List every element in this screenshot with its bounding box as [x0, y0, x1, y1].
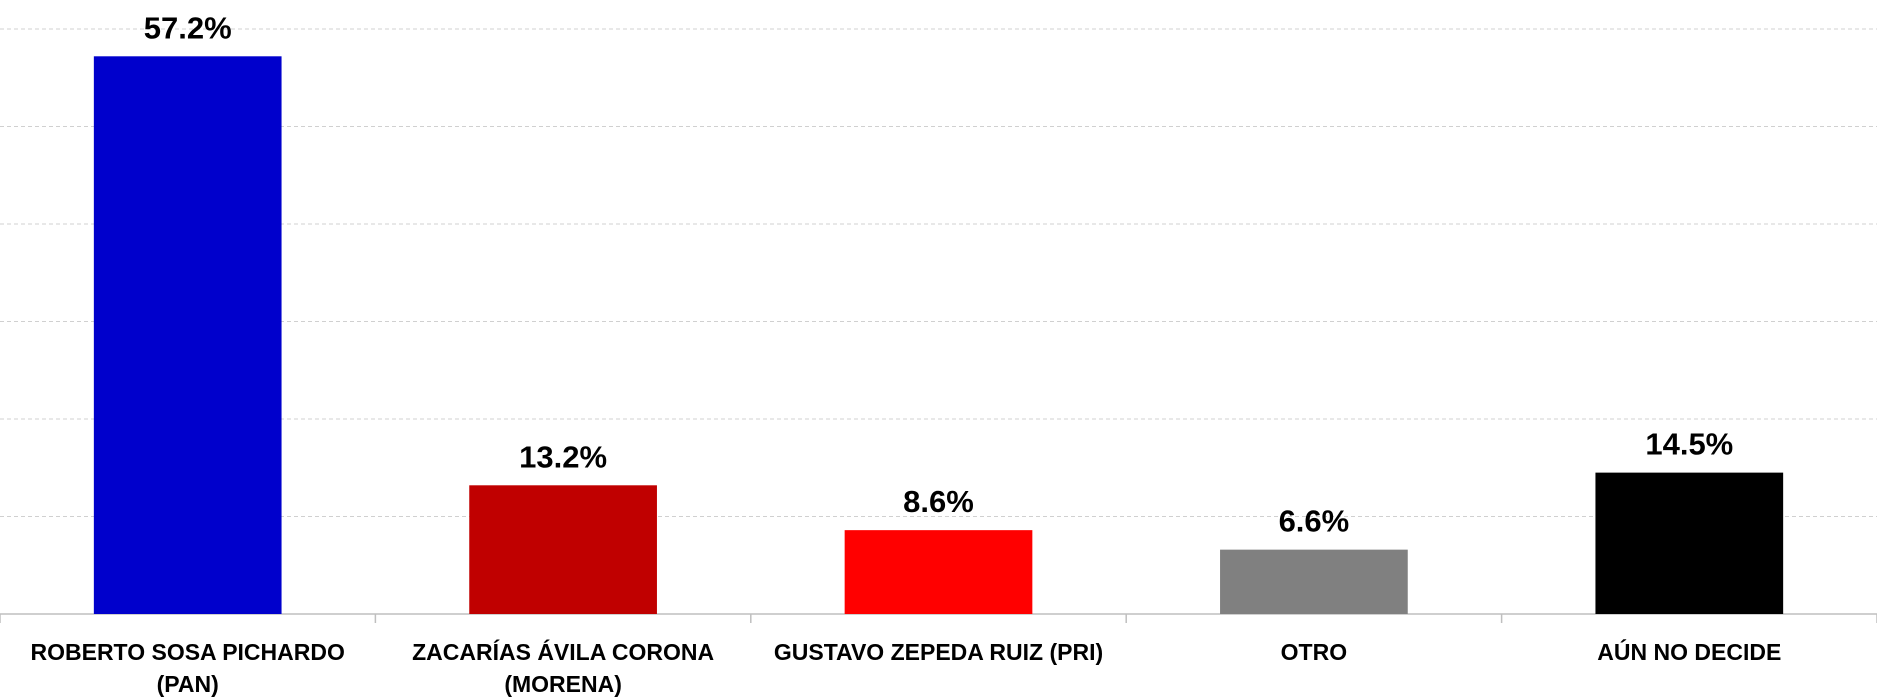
bar [93, 56, 282, 615]
bar [844, 530, 1033, 614]
x-tick-label: AÚN NO DECIDE [1597, 639, 1782, 665]
value-label: 6.6% [1279, 504, 1350, 539]
value-label: 8.6% [903, 484, 974, 519]
bar [1220, 549, 1408, 614]
bar [469, 485, 657, 614]
value-label: 14.5% [1645, 427, 1733, 462]
value-label: 57.2% [144, 10, 232, 45]
x-tick-label: GUSTAVO ZEPEDA RUIZ (PRI) [773, 639, 1104, 665]
x-tick-label: ZACARÍAS ÁVILA CORONA (MORENA) [412, 639, 715, 697]
x-tick-label: ROBERTO SOSA PICHARDO (PAN) [30, 639, 345, 697]
bar [1595, 472, 1784, 614]
x-tick-label: OTRO [1280, 639, 1348, 665]
value-label: 13.2% [519, 439, 607, 474]
